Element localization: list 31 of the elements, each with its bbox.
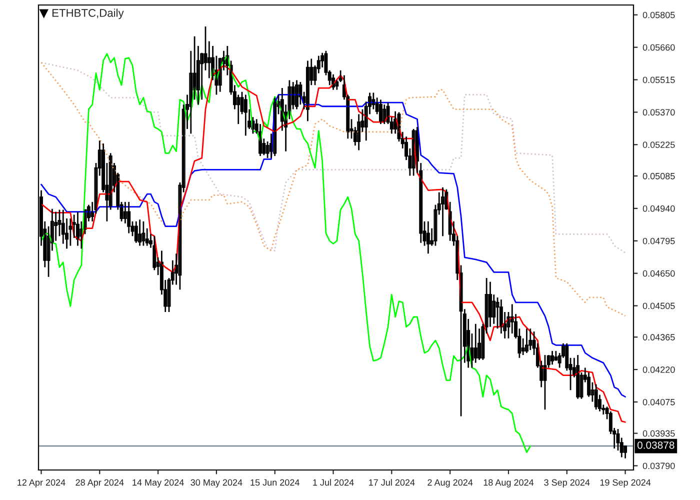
y-tick-label: 0.05225	[642, 142, 675, 148]
x-tick-label: 18 Aug 2024	[484, 479, 534, 488]
line-series	[40, 53, 532, 454]
x-tick-label: 3 Sep 2024	[544, 479, 590, 488]
x-tick-label: 1 Jul 2024	[313, 479, 354, 486]
y-tick-label: 0.04505	[642, 302, 675, 310]
y-tick-label: 0.04650	[642, 270, 675, 277]
line-series	[40, 62, 626, 317]
x-tick-label: 12 Apr 2024	[18, 479, 66, 488]
y-tick-label: 0.04220	[642, 366, 675, 373]
y-tick-label: 0.03935	[642, 430, 675, 437]
chart-title: ETHBTC,Daily	[52, 8, 124, 20]
x-tick-label: 28 Apr 2024	[76, 479, 124, 488]
y-tick-label: 0.05805	[642, 12, 675, 18]
y-tick-label: 0.05515	[642, 76, 675, 84]
x-tick-label: 19 Sep 2024	[600, 479, 651, 488]
x-tick-label: 17 Jul 2024	[369, 479, 415, 486]
y-tick-label: 0.03790	[642, 462, 675, 470]
y-tick-label: 0.04795	[642, 238, 675, 244]
y-tick-label: 0.05085	[642, 172, 675, 180]
x-tick-label: 14 May 2024	[132, 479, 184, 488]
ref-line-label: 0.03878	[637, 441, 674, 449]
y-tick-label: 0.04940	[642, 205, 675, 212]
x-tick-label: 15 Jun 2024	[250, 479, 300, 486]
x-tick-label: 30 May 2024	[190, 479, 242, 488]
y-tick-label: 0.04075	[642, 398, 675, 406]
y-tick-label: 0.05660	[642, 44, 675, 51]
y-tick-label: 0.05370	[642, 109, 675, 116]
x-tick-label: 2 Aug 2024	[428, 479, 473, 488]
y-tick-label: 0.04365	[642, 334, 675, 340]
line-series	[40, 62, 626, 254]
